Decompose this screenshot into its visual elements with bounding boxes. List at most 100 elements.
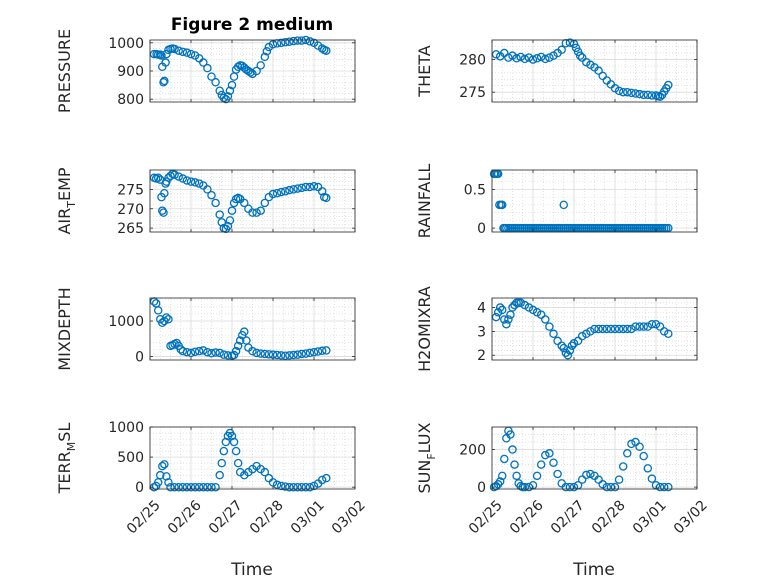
data-point — [194, 482, 204, 492]
x-tick-label: 02/27 — [548, 497, 588, 537]
data-point — [590, 324, 599, 334]
data-point — [536, 310, 546, 319]
data-point — [256, 61, 265, 70]
data-point — [309, 481, 319, 491]
y-tick-label: 1000 — [108, 314, 144, 330]
data-point — [659, 327, 669, 336]
data-point — [211, 348, 220, 357]
data-point — [240, 327, 249, 336]
y-tick-label: 275 — [117, 182, 144, 198]
data-point — [231, 446, 241, 456]
data-point — [227, 206, 237, 215]
data-point — [260, 198, 270, 208]
y-tick-label: 3 — [477, 324, 486, 340]
subplot-5: 0 1000 MIXDEPTH — [55, 287, 356, 371]
data-point — [178, 482, 188, 492]
subplot-2: 275 280 THETA — [415, 38, 698, 103]
data-point — [582, 470, 591, 480]
y-tick-label: 0 — [135, 349, 144, 365]
x-tick-label: 03/02 — [671, 497, 711, 537]
y-axis-label-subscript: F — [425, 453, 438, 459]
data-point — [289, 185, 298, 194]
data-point — [223, 351, 233, 360]
data-point — [164, 315, 173, 324]
data-point — [563, 350, 573, 360]
data-point — [317, 346, 327, 356]
data-point — [178, 346, 188, 356]
data-point — [217, 218, 226, 227]
data-point — [207, 72, 216, 81]
axes-box — [491, 169, 698, 233]
data-point — [207, 190, 216, 200]
data-point — [203, 63, 212, 73]
data-point — [647, 319, 657, 329]
data-point — [301, 349, 311, 358]
data-point — [207, 349, 216, 358]
data-point — [536, 460, 546, 469]
x-tick-label: 02/25 — [124, 497, 164, 537]
data-point — [532, 471, 542, 481]
data-point — [225, 86, 235, 95]
data-point — [639, 322, 648, 331]
data-point — [573, 336, 583, 346]
y-tick-label: 270 — [117, 202, 144, 218]
data-point — [262, 47, 272, 56]
data-point — [233, 62, 243, 72]
data-point — [305, 348, 315, 358]
data-point — [655, 482, 665, 492]
data-point — [528, 305, 538, 315]
y-tick-label: 4 — [477, 301, 486, 317]
data-point — [524, 303, 534, 312]
data-point — [512, 471, 521, 481]
data-point — [602, 482, 612, 492]
data-point — [215, 210, 224, 219]
data-point — [186, 177, 196, 186]
data-point — [281, 187, 290, 196]
x-tick-label: 03/01 — [630, 497, 670, 537]
data-point — [158, 206, 167, 215]
data-point — [586, 469, 595, 479]
data-point — [317, 44, 327, 53]
data-point — [545, 53, 554, 62]
y-axis-label-main: H2OMIXRA — [415, 286, 434, 372]
data-point — [229, 437, 239, 447]
data-point — [520, 300, 530, 310]
data-point — [297, 349, 306, 359]
y-axis-label: RAINFALL — [415, 164, 434, 239]
data-point — [219, 350, 229, 359]
y-tick-label: 1000 — [108, 36, 144, 52]
data-point — [178, 47, 188, 57]
y-tick-label: 0 — [477, 480, 486, 496]
data-point — [190, 347, 200, 357]
data-point — [155, 50, 165, 59]
data-point — [565, 38, 575, 47]
subplot-7: 0 500 1000 02/25 02/26 02/27 02/28 03/01 03/02 TE… — [55, 420, 369, 537]
data-point — [520, 54, 530, 64]
data-point — [557, 45, 566, 55]
data-point — [643, 90, 653, 100]
data-point — [227, 80, 237, 90]
data-point — [203, 482, 212, 492]
data-point — [659, 482, 669, 492]
data-point — [635, 89, 644, 99]
y-axis-label-main: THETA — [415, 45, 434, 97]
data-point — [194, 346, 204, 356]
x-tick-label: 02/25 — [466, 497, 506, 537]
data-point — [215, 348, 224, 358]
y-tick-label: 280 — [459, 53, 486, 69]
subplot-6: 2 3 4 H2OMIXRA — [415, 286, 698, 372]
data-point — [158, 461, 167, 471]
data-point — [497, 471, 507, 481]
data-point — [297, 482, 306, 492]
data-point — [618, 462, 628, 471]
data-point — [160, 188, 169, 198]
data-point — [602, 324, 612, 334]
data-point — [614, 324, 624, 334]
data-point — [309, 347, 319, 357]
data-point — [207, 482, 216, 492]
y-axis-label: SUNFLUX — [415, 422, 438, 493]
data-point — [497, 305, 507, 315]
data-point — [276, 481, 286, 491]
data-point — [281, 38, 290, 47]
